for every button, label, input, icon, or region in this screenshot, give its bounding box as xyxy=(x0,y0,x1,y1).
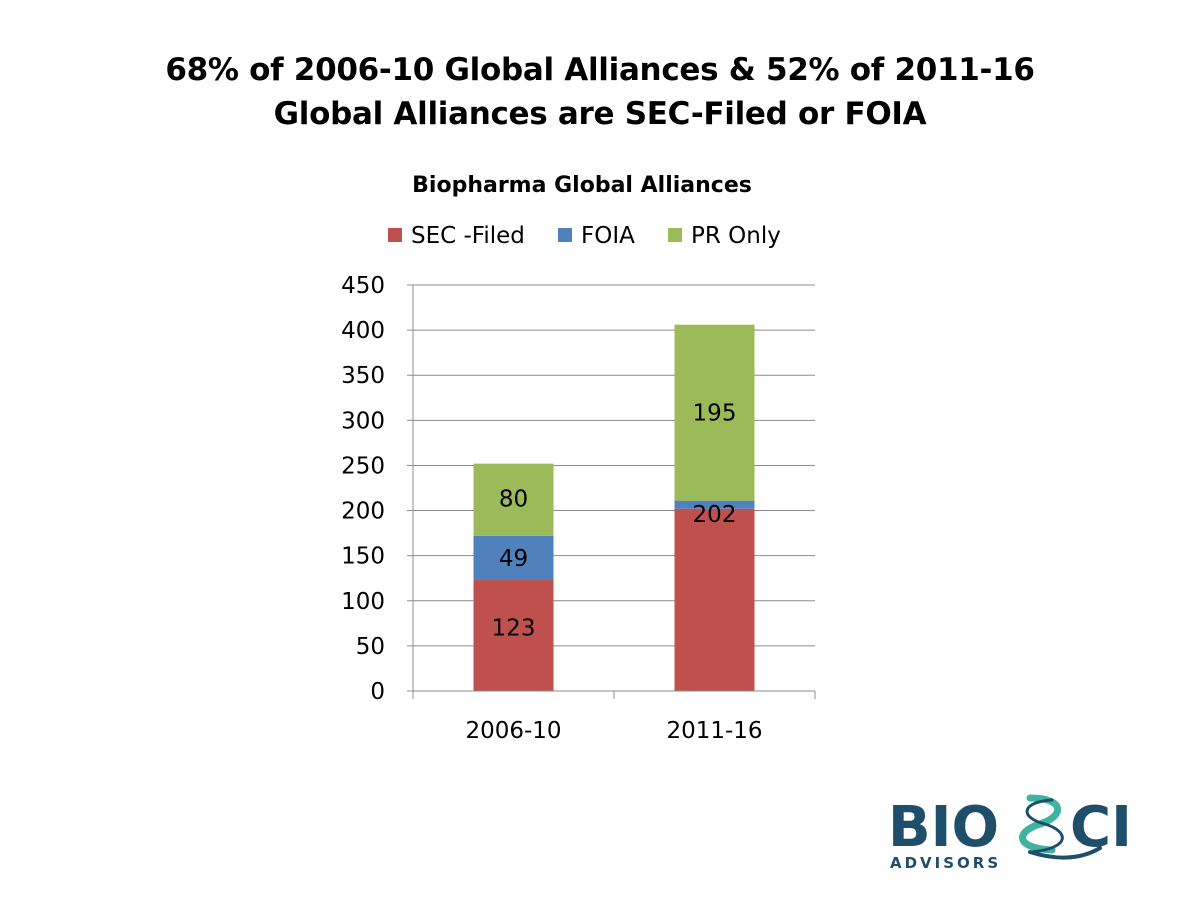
y-tick-label: 250 xyxy=(341,453,385,479)
legend-label: PR Only xyxy=(691,223,781,249)
gridlines xyxy=(413,284,815,647)
y-tick-label: 200 xyxy=(341,499,385,525)
bars xyxy=(473,324,755,691)
logo-text-advisors: ADVISORS xyxy=(890,854,1001,870)
y-tick-label: 350 xyxy=(341,363,385,389)
y-tick-label: 450 xyxy=(341,273,385,299)
data-label: 123 xyxy=(492,616,536,642)
slide-title: 68% of 2006-10 Global Alliances & 52% of… xyxy=(0,48,1200,136)
bar-foia-2006-10 xyxy=(473,535,554,581)
data-label: 49 xyxy=(499,546,528,572)
dna-helix-icon xyxy=(1019,794,1102,860)
slide-title-line-2: Global Alliances are SEC-Filed or FOIA xyxy=(273,96,927,132)
y-tick-label: 50 xyxy=(356,634,385,660)
y-tick-label: 100 xyxy=(341,589,385,615)
data-label: 202 xyxy=(693,502,737,528)
y-tick-label: 150 xyxy=(341,544,385,570)
logo-text-ci: CI xyxy=(1070,795,1132,860)
legend-label: FOIA xyxy=(581,223,635,249)
data-label: 195 xyxy=(693,401,737,427)
bar-foia-2011-16 xyxy=(674,500,755,509)
bar-pr-only-2011-16 xyxy=(674,324,755,501)
bar-sec-filed-2011-16 xyxy=(674,508,755,691)
bar-sec-filed-2006-10 xyxy=(473,580,554,691)
bar-pr-only-2006-10 xyxy=(473,463,554,536)
legend-label: SEC -Filed xyxy=(411,223,525,249)
data-labels: 123 49 80 202 195 xyxy=(492,401,737,642)
y-tick-label: 300 xyxy=(341,408,385,434)
chart-legend: SEC -Filed FOIA PR Only xyxy=(388,223,781,249)
axes: 0 50 100 150 200 250 300 350 400 450 2006-10 2011-1… xyxy=(341,273,816,744)
x-tick-label: 2006-10 xyxy=(465,718,561,744)
biosci-advisors-logo: BIO CI ADVISORS xyxy=(888,794,1132,870)
legend-swatch xyxy=(668,228,682,242)
chart-title: Biopharma Global Alliances xyxy=(412,173,752,198)
y-tick-label: 400 xyxy=(341,318,385,344)
x-tick-label: 2011-16 xyxy=(666,718,762,744)
slide-title-line-1: 68% of 2006-10 Global Alliances & 52% of… xyxy=(165,52,1035,88)
legend-swatch xyxy=(388,228,402,242)
legend-swatch xyxy=(558,228,572,242)
data-label: 80 xyxy=(499,487,528,513)
logo-text-bio: BIO xyxy=(888,795,999,860)
y-tick-label: 0 xyxy=(370,679,385,705)
